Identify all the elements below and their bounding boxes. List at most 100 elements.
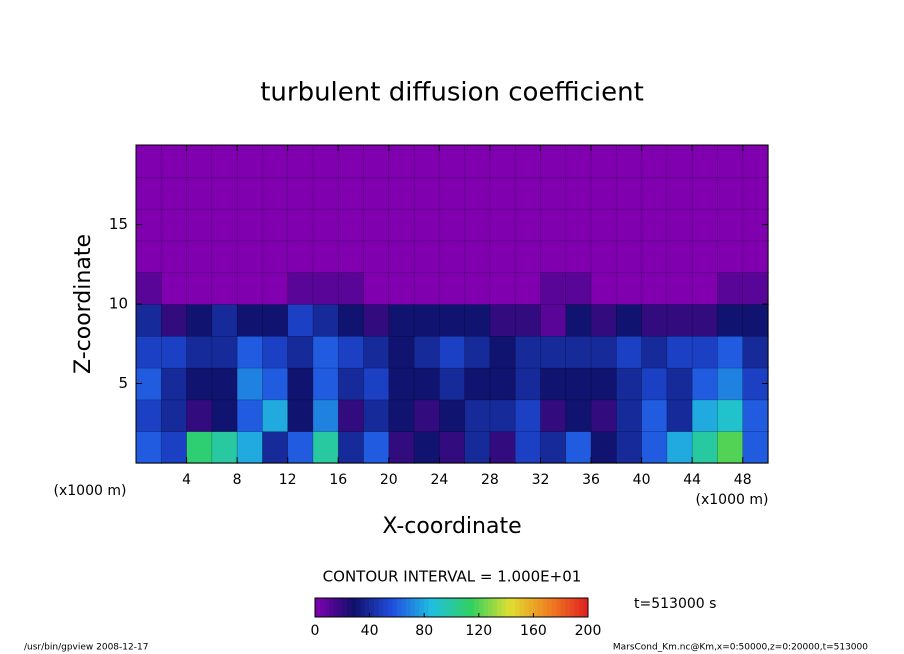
cell bbox=[388, 335, 415, 369]
cell bbox=[717, 303, 744, 337]
cell bbox=[211, 240, 238, 273]
colorbar-swatch bbox=[565, 598, 571, 617]
cell bbox=[160, 399, 188, 432]
cell bbox=[439, 176, 466, 210]
cell bbox=[413, 430, 441, 464]
cell bbox=[236, 335, 264, 369]
cell bbox=[236, 367, 264, 401]
cell bbox=[160, 208, 188, 242]
cell bbox=[565, 303, 592, 337]
colorbar-swatch bbox=[574, 598, 580, 617]
cell bbox=[489, 144, 517, 178]
cell bbox=[489, 176, 517, 210]
cell bbox=[691, 208, 719, 242]
cell bbox=[666, 399, 693, 432]
cell bbox=[489, 335, 517, 369]
colorbar-tick-label: 80 bbox=[415, 623, 433, 639]
colorbar-swatch bbox=[337, 598, 343, 617]
y-tick-label: 15 bbox=[109, 215, 128, 233]
x-tick-label: 40 bbox=[633, 472, 651, 488]
cell bbox=[742, 176, 769, 210]
colorbar-swatch bbox=[510, 598, 516, 617]
cell bbox=[439, 430, 466, 464]
cell bbox=[489, 271, 517, 305]
colorbar-swatch bbox=[515, 598, 521, 617]
colorbar-swatch bbox=[355, 598, 361, 617]
colorbar-swatch bbox=[415, 598, 420, 617]
cell bbox=[464, 208, 491, 242]
colorbar-swatch bbox=[360, 598, 366, 617]
cell bbox=[312, 176, 340, 210]
cell bbox=[691, 240, 719, 273]
cell bbox=[337, 430, 365, 464]
cell bbox=[439, 271, 466, 305]
cell bbox=[160, 271, 188, 305]
cell bbox=[262, 367, 289, 401]
colorbar-tick-label: 200 bbox=[575, 623, 602, 639]
cell bbox=[540, 208, 567, 242]
colorbar-swatch bbox=[483, 598, 489, 617]
cell bbox=[135, 303, 163, 337]
x-tick-label: 4 bbox=[182, 472, 191, 488]
colorbar-frame bbox=[314, 597, 589, 618]
cell bbox=[717, 367, 744, 401]
cell bbox=[439, 208, 466, 242]
cell bbox=[413, 144, 441, 178]
colorbar-swatch bbox=[424, 598, 430, 617]
cell bbox=[666, 144, 693, 178]
colorbar-swatch bbox=[506, 598, 511, 617]
cell bbox=[287, 208, 314, 242]
cell bbox=[540, 271, 567, 305]
cell bbox=[413, 303, 441, 337]
cell bbox=[337, 144, 365, 178]
cell bbox=[388, 144, 415, 178]
cell bbox=[616, 240, 643, 273]
colorbar-swatch bbox=[319, 598, 325, 617]
cell bbox=[590, 208, 618, 242]
cell bbox=[464, 271, 491, 305]
cell bbox=[262, 399, 289, 432]
colorbar-swatch bbox=[351, 598, 357, 617]
cell bbox=[312, 240, 340, 273]
colorbar-swatch bbox=[446, 598, 452, 617]
cell bbox=[717, 144, 744, 178]
cell bbox=[742, 271, 769, 305]
footer-right: MarsCond_Km.nc@Km,x=0:50000,z=0:20000,t=… bbox=[613, 643, 868, 653]
y-tick-label: 10 bbox=[109, 295, 128, 313]
cell bbox=[540, 176, 567, 210]
cell bbox=[135, 176, 163, 210]
cell bbox=[439, 240, 466, 273]
colorbar-swatch bbox=[410, 598, 416, 617]
cell bbox=[135, 335, 163, 369]
cell bbox=[287, 399, 314, 432]
cell bbox=[413, 367, 441, 401]
colorbar-swatch bbox=[533, 598, 539, 617]
cell bbox=[540, 144, 567, 178]
colorbar-swatch bbox=[378, 598, 384, 617]
cell bbox=[312, 367, 340, 401]
cell bbox=[236, 271, 264, 305]
cell bbox=[287, 176, 314, 210]
cell bbox=[363, 176, 390, 210]
cell bbox=[666, 430, 693, 464]
colorbar-swatch bbox=[551, 598, 557, 617]
cell bbox=[742, 144, 769, 178]
cell bbox=[439, 335, 466, 369]
colorbar-swatch bbox=[396, 598, 402, 617]
time-label: t=513000 s bbox=[634, 596, 716, 612]
colorbar-swatch bbox=[465, 598, 470, 617]
colorbar-swatch bbox=[333, 598, 339, 617]
cell bbox=[540, 430, 567, 464]
cell bbox=[590, 335, 618, 369]
cell bbox=[691, 176, 719, 210]
cell bbox=[514, 335, 542, 369]
cell bbox=[565, 399, 592, 432]
cell bbox=[312, 208, 340, 242]
cell bbox=[514, 271, 542, 305]
cell bbox=[388, 208, 415, 242]
colorbar-swatch bbox=[392, 598, 398, 617]
cell bbox=[464, 335, 491, 369]
cell bbox=[489, 303, 517, 337]
cell bbox=[312, 399, 340, 432]
